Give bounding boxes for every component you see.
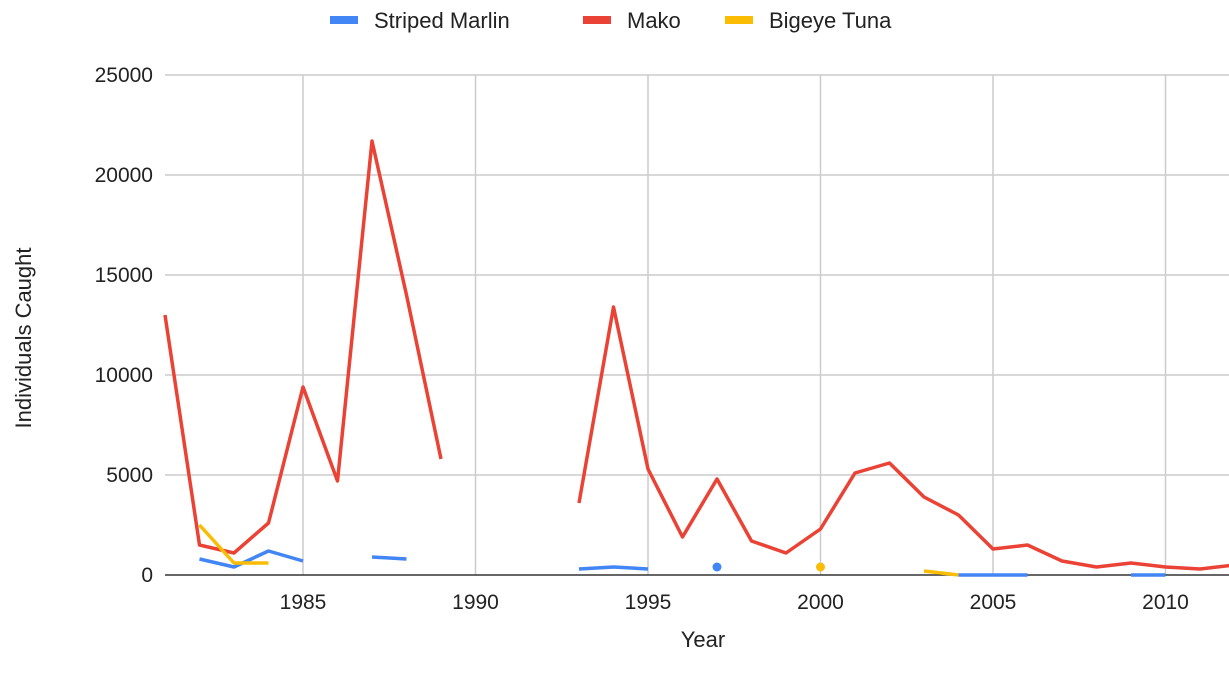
y-tick-label: 0: [141, 564, 153, 587]
series-line-striped-marlin: [371, 555, 407, 561]
x-tick-label: 1995: [625, 591, 672, 614]
legend-swatch: [583, 16, 611, 24]
y-tick-label: 25000: [95, 64, 153, 87]
series-layer: [163, 139, 1229, 577]
legend-item-bigeye-tuna: Bigeye Tuna: [725, 8, 892, 33]
x-tick-label: 2005: [970, 591, 1017, 614]
legend-item-striped-marlin: Striped Marlin: [330, 8, 510, 33]
series-line-mako: [163, 139, 443, 555]
data-point-striped-marlin: [712, 562, 722, 572]
legend-item-mako: Mako: [583, 8, 681, 33]
y-tick-label: 15000: [95, 264, 153, 287]
series-line-bigeye-tuna: [923, 569, 959, 577]
series-mako: [163, 139, 1229, 571]
grid: [165, 74, 1229, 576]
legend-label: Mako: [627, 8, 681, 33]
legend-label: Striped Marlin: [374, 8, 510, 33]
legend-swatch: [330, 16, 358, 24]
series-striped-marlin: [199, 549, 1166, 577]
y-tick-label: 20000: [95, 164, 153, 187]
data-point-bigeye-tuna: [816, 562, 825, 572]
series-line-bigeye-tuna: [198, 523, 269, 565]
y-tick-label: 5000: [106, 464, 153, 487]
series-bigeye-tuna: [198, 523, 959, 577]
tick-labels: 0 5000 10000 15000 20000 25000 1985 1990 1995 200…: [95, 64, 1189, 614]
y-axis-title: Individuals Caught: [11, 247, 36, 428]
x-tick-label: 2010: [1142, 591, 1189, 614]
series-line-striped-marlin: [199, 549, 304, 569]
y-tick-label: 10000: [95, 364, 153, 387]
series-line-mako: [577, 305, 1229, 571]
x-axis-title: Year: [681, 627, 725, 652]
x-tick-label: 1985: [280, 591, 327, 614]
x-tick-label: 1990: [452, 591, 499, 614]
legend-label: Bigeye Tuna: [769, 8, 892, 33]
legend-swatch: [725, 16, 753, 24]
series-line-striped-marlin: [578, 565, 649, 571]
x-tick-label: 2000: [797, 591, 844, 614]
legend: Striped Marlin Mako Bigeye Tuna: [330, 8, 892, 33]
